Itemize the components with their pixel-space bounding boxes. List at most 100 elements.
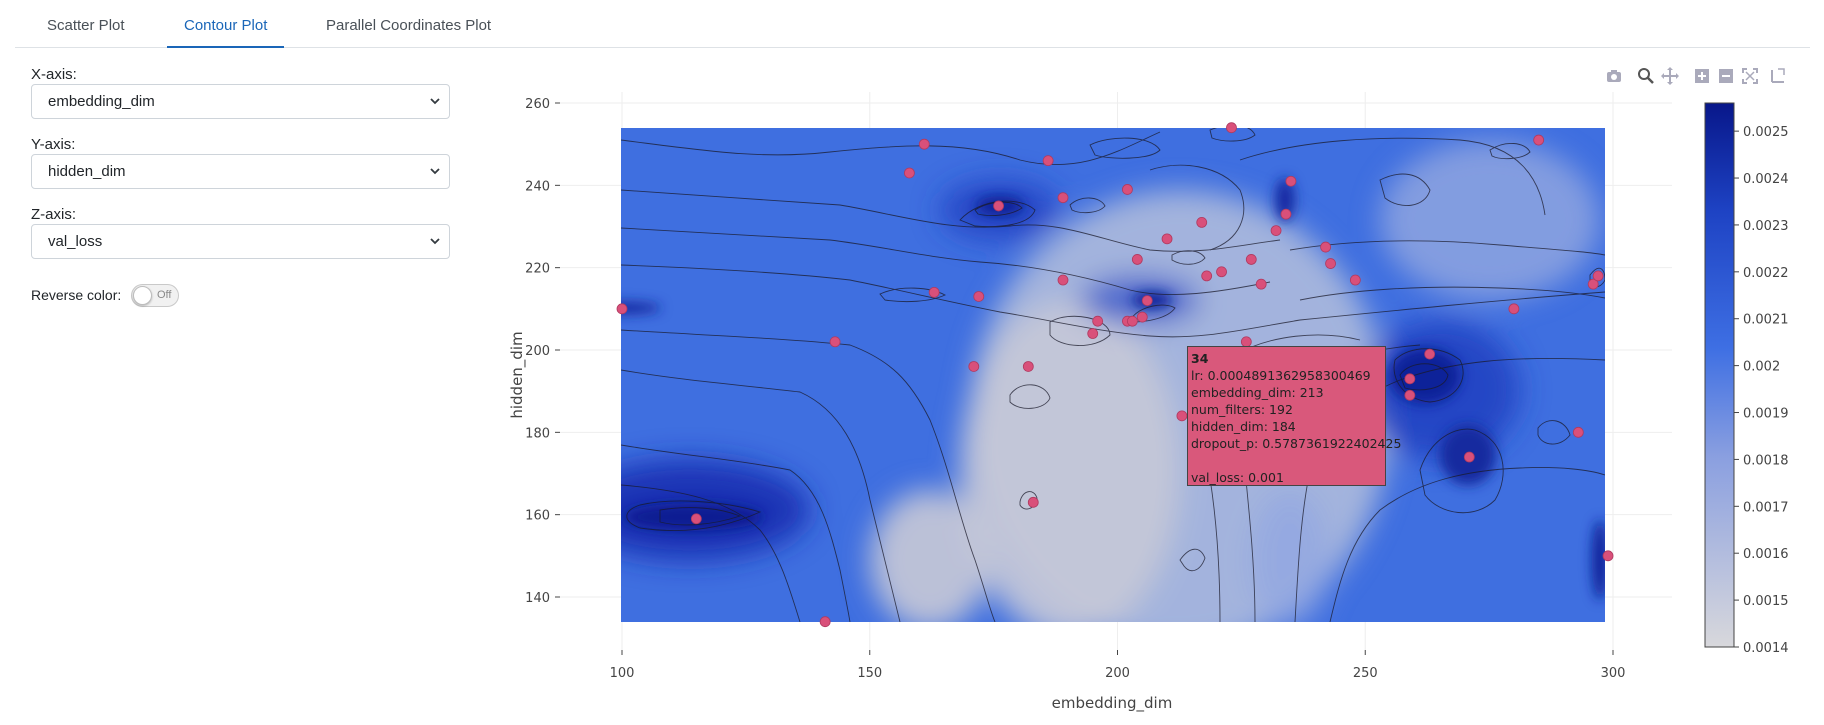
trial-point[interactable] <box>1424 348 1436 360</box>
trial-point[interactable] <box>1057 274 1069 286</box>
autoscale-icon[interactable] <box>1740 66 1760 86</box>
camera-icon[interactable] <box>1604 66 1624 86</box>
trial-points <box>616 122 1614 628</box>
trial-point[interactable] <box>1201 270 1213 282</box>
reverse-color-toggle[interactable]: Off <box>131 284 179 307</box>
trial-point[interactable] <box>993 200 1004 212</box>
y-tick-label: 160 <box>525 509 550 524</box>
trial-point[interactable] <box>1057 192 1069 204</box>
trial-point[interactable] <box>928 286 940 298</box>
trial-point[interactable] <box>1463 451 1475 463</box>
x-axis-select[interactable]: embedding_dim <box>31 84 450 119</box>
colorbar-tick-label: 0.0021 <box>1743 313 1789 328</box>
trial-point[interactable] <box>1216 266 1227 278</box>
x-axis-select-value: embedding_dim <box>48 93 155 110</box>
trial-point[interactable] <box>1027 496 1039 508</box>
axes: 100 150 200 250 300 140 160 180 200 220 240 260 embe… <box>508 97 1625 713</box>
trial-point[interactable] <box>616 303 628 315</box>
trial-point[interactable] <box>1087 328 1099 339</box>
hover-num-filters: num_filters: 192 <box>1191 402 1293 417</box>
trial-point[interactable] <box>1572 426 1584 438</box>
y-tick-label: 140 <box>525 591 550 606</box>
hover-lr: lr: 0.0004891362958300469 <box>1191 368 1371 383</box>
toggle-knob <box>133 286 152 305</box>
trial-point[interactable] <box>1508 303 1520 315</box>
hover-hidden-dim: hidden_dim: 184 <box>1191 419 1296 434</box>
y-tick-label: 200 <box>525 344 550 359</box>
trial-point[interactable] <box>903 167 915 179</box>
trial-point[interactable] <box>1196 216 1208 228</box>
trial-point[interactable] <box>1161 233 1173 245</box>
trial-point[interactable] <box>1602 550 1614 562</box>
trial-point[interactable] <box>1042 155 1054 167</box>
trial-point[interactable] <box>1404 389 1416 401</box>
trial-point[interactable] <box>1022 361 1034 372</box>
trial-point[interactable] <box>1404 373 1416 385</box>
tab-contour-plot[interactable]: Contour Plot <box>167 0 285 48</box>
y-tick-label: 180 <box>525 426 550 441</box>
reverse-color-label: Reverse color: <box>31 287 122 303</box>
z-axis-select[interactable]: val_loss <box>31 224 450 259</box>
x-tick-label: 200 <box>1105 666 1130 681</box>
trial-point[interactable] <box>1270 225 1282 237</box>
trial-point[interactable] <box>1245 254 1257 265</box>
trial-point[interactable] <box>1349 274 1361 286</box>
hover-trial-number: 34 <box>1191 351 1209 366</box>
hover-val-loss: val_loss: 0.001 <box>1191 470 1284 485</box>
trial-point[interactable] <box>1320 241 1332 253</box>
y-axis-select[interactable]: hidden_dim <box>31 154 450 189</box>
pan-icon[interactable] <box>1660 66 1680 86</box>
trial-point[interactable] <box>1255 278 1267 290</box>
colorbar-tick-label: 0.0025 <box>1743 125 1789 140</box>
trial-point[interactable] <box>973 291 985 302</box>
trial-point[interactable] <box>819 616 831 628</box>
trial-point[interactable] <box>1587 278 1599 290</box>
zoom-icon[interactable] <box>1636 66 1656 86</box>
colorbar-tick-label: 0.0023 <box>1743 219 1789 234</box>
trial-point[interactable] <box>1325 258 1336 269</box>
zoom-out-icon[interactable] <box>1716 66 1736 86</box>
chevron-down-icon <box>430 98 440 105</box>
x-axis-title: embedding_dim <box>1052 694 1173 713</box>
trial-point[interactable] <box>1141 295 1153 307</box>
colorbar-tick-label: 0.0014 <box>1743 641 1789 656</box>
toggle-state-text: Off <box>157 289 172 301</box>
tab-scatter-plot[interactable]: Scatter Plot <box>47 17 125 34</box>
trial-point[interactable] <box>1533 134 1545 146</box>
trial-point[interactable] <box>1126 315 1138 327</box>
x-axis-label: X-axis: <box>31 66 77 83</box>
x-tick-label: 300 <box>1601 666 1626 681</box>
tab-parallel-coordinates-plot[interactable]: Parallel Coordinates Plot <box>326 17 492 34</box>
trial-point[interactable] <box>1226 122 1237 134</box>
trial-point[interactable] <box>1592 270 1604 282</box>
trial-point[interactable] <box>968 361 980 372</box>
trial-point[interactable] <box>1131 254 1143 265</box>
colorbar-tick-label: 0.002 <box>1743 360 1780 375</box>
x-tick-label: 150 <box>857 666 882 681</box>
x-tick-label: 100 <box>610 666 635 681</box>
chevron-down-icon <box>430 168 440 175</box>
trial-point[interactable] <box>829 336 841 348</box>
contour-heatmap <box>621 128 1605 622</box>
y-axis-select-value: hidden_dim <box>48 163 126 180</box>
tab-bar: Scatter Plot Contour Plot Parallel Coord… <box>15 0 1810 48</box>
trial-point[interactable] <box>1122 184 1133 195</box>
trial-point[interactable] <box>918 138 930 150</box>
trial-point[interactable] <box>690 513 702 525</box>
colorbar-tick-label: 0.0022 <box>1743 266 1789 281</box>
trial-point[interactable] <box>1280 208 1292 220</box>
trial-point[interactable] <box>1176 410 1188 422</box>
zoom-in-icon[interactable] <box>1692 66 1712 86</box>
chevron-down-icon <box>430 238 440 245</box>
modebar <box>1604 66 1814 86</box>
trial-point[interactable] <box>1285 175 1297 187</box>
hover-tooltip: 34 lr: 0.0004891362958300469 embedding_d… <box>1187 346 1402 486</box>
reset-axes-icon[interactable] <box>1768 66 1788 86</box>
hover-dropout-p: dropout_p: 0.5787361922402425 <box>1191 436 1402 451</box>
trial-point[interactable] <box>1136 311 1148 323</box>
colorbar-ticks: 0.0014 0.0015 0.0016 0.0017 0.0018 0.0019 0.00… <box>1734 125 1789 656</box>
trial-point[interactable] <box>1092 315 1104 327</box>
y-tick-label: 260 <box>525 97 550 112</box>
colorbar-tick-label: 0.0017 <box>1743 500 1789 515</box>
